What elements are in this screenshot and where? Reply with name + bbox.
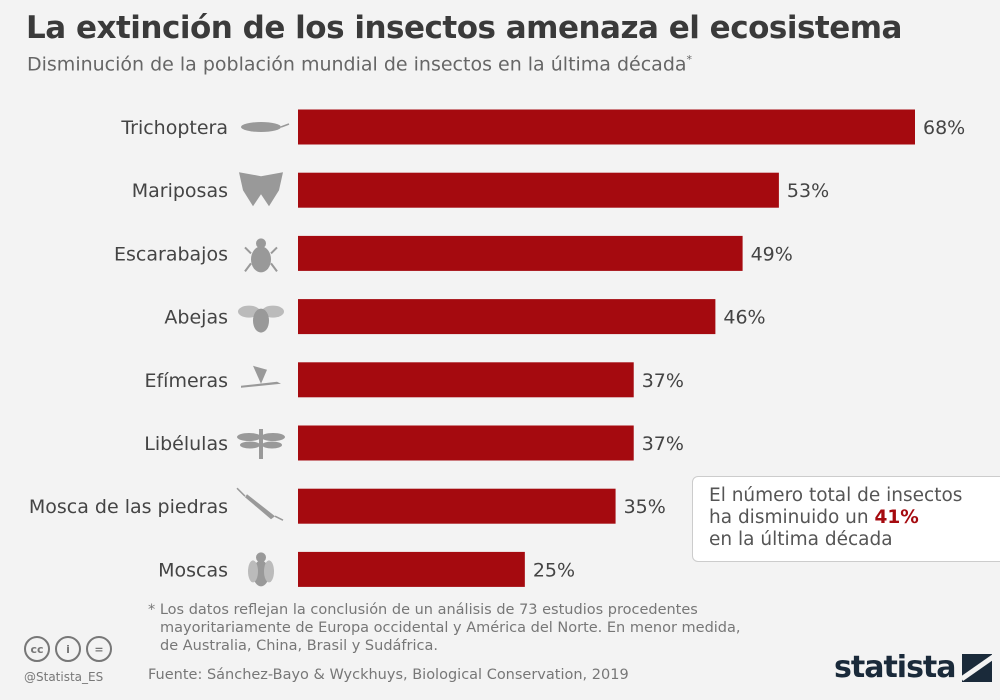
- source-text: Fuente: Sánchez-Bayo & Wyckhuys, Biologi…: [148, 667, 629, 683]
- logo-text: statista: [834, 650, 957, 685]
- bar: [298, 488, 616, 524]
- statista-mark-icon: [961, 653, 992, 682]
- fly-icon: [248, 552, 274, 587]
- beetle-icon: [244, 238, 278, 273]
- value-label: 46%: [723, 307, 765, 329]
- category-label: Mariposas: [132, 180, 228, 202]
- category-label: Efímeras: [144, 370, 228, 392]
- caddisfly-icon: [241, 122, 290, 132]
- bar: [298, 551, 525, 587]
- bar: [298, 299, 716, 335]
- category-label: Mosca de las piedras: [29, 496, 228, 518]
- value-label: 37%: [642, 433, 684, 455]
- callout-box: El número total de insectos ha disminuid…: [692, 476, 1000, 562]
- value-label: 49%: [751, 243, 793, 265]
- bar: [298, 235, 743, 271]
- category-label: Escarabajos: [114, 243, 228, 265]
- attribution-icon: i: [55, 636, 81, 662]
- category-label: Libélulas: [144, 433, 228, 455]
- callout-line-2: ha disminuido un 41%: [709, 507, 995, 529]
- cc-icon: cc: [24, 636, 50, 662]
- value-label: 53%: [787, 180, 829, 202]
- callout-line-3: en la última década: [709, 529, 893, 550]
- statista-logo[interactable]: statista: [834, 650, 992, 685]
- category-label: Moscas: [158, 559, 228, 581]
- subtitle-footnote-mark: *: [686, 53, 693, 66]
- category-label: Abejas: [164, 307, 228, 329]
- mayfly-icon: [241, 365, 281, 388]
- stonefly-icon: [236, 487, 284, 521]
- value-label: 25%: [533, 559, 575, 581]
- subtitle-text: Disminución de la población mundial de i…: [27, 53, 687, 76]
- callout-highlight: 41%: [874, 507, 919, 528]
- callout-line-2-text: ha disminuido un: [709, 507, 875, 528]
- bar: [298, 425, 634, 461]
- footnote-line-2: mayoritariamente de Europa occidental y …: [160, 620, 741, 636]
- bar: [298, 109, 915, 145]
- dragonfly-icon: [237, 429, 285, 459]
- chart-title: La extinción de los insectos amenaza el …: [26, 10, 902, 46]
- footnote: * Los datos reflejan la conclusión de un…: [148, 601, 788, 655]
- bar: [298, 172, 779, 208]
- value-label: 37%: [642, 370, 684, 392]
- butterfly-icon: [239, 172, 283, 207]
- bar-chart: Trichoptera 68% Mariposas 53% Escarabajos 49%…: [29, 109, 965, 587]
- value-label: 35%: [624, 496, 666, 518]
- no-derivatives-icon: =: [86, 636, 112, 662]
- callout-line-1: El número total de insectos: [709, 485, 963, 506]
- social-handle: @Statista_ES: [24, 670, 104, 684]
- value-label: 68%: [923, 117, 965, 139]
- footnote-line-1: * Los datos reflejan la conclusión de un…: [148, 602, 698, 618]
- bee-icon: [238, 305, 284, 333]
- category-label: Trichoptera: [120, 117, 228, 139]
- chart-subtitle: Disminución de la población mundial de i…: [27, 53, 692, 75]
- footnote-line-3: de Australia, China, Brasil y Sudáfrica.: [160, 638, 438, 654]
- bar: [298, 362, 634, 398]
- creative-commons-license[interactable]: cc i =: [24, 636, 112, 662]
